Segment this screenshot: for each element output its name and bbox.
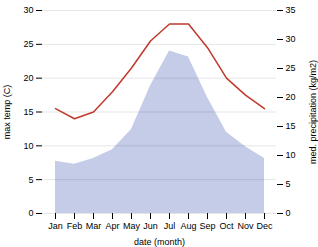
svg-text:30: 30 xyxy=(286,34,296,44)
svg-text:0: 0 xyxy=(28,208,33,218)
svg-text:Jun: Jun xyxy=(143,221,158,231)
svg-text:20: 20 xyxy=(286,92,296,102)
svg-text:May: May xyxy=(123,221,141,231)
svg-text:0: 0 xyxy=(286,208,291,218)
svg-text:5: 5 xyxy=(286,179,291,189)
svg-text:Jul: Jul xyxy=(164,221,176,231)
svg-text:10: 10 xyxy=(286,150,296,160)
svg-text:Aug: Aug xyxy=(180,221,196,231)
svg-text:25: 25 xyxy=(23,39,33,49)
svg-text:35: 35 xyxy=(286,5,296,15)
svg-text:max temp (C): max temp (C) xyxy=(2,85,12,140)
svg-text:20: 20 xyxy=(23,73,33,83)
svg-text:Jan: Jan xyxy=(48,221,63,231)
svg-text:25: 25 xyxy=(286,63,296,73)
svg-text:Oct: Oct xyxy=(219,221,234,231)
svg-text:Feb: Feb xyxy=(67,221,83,231)
svg-text:date (month): date (month) xyxy=(134,237,185,247)
svg-text:15: 15 xyxy=(23,107,33,117)
svg-text:Apr: Apr xyxy=(105,221,119,231)
svg-text:Nov: Nov xyxy=(237,221,254,231)
svg-text:med. precipitation (kg/m2): med. precipitation (kg/m2) xyxy=(308,60,318,164)
svg-text:30: 30 xyxy=(23,5,33,15)
svg-text:10: 10 xyxy=(23,141,33,151)
svg-text:Sep: Sep xyxy=(199,221,215,231)
svg-text:Dec: Dec xyxy=(256,221,273,231)
svg-text:5: 5 xyxy=(28,175,33,185)
svg-text:15: 15 xyxy=(286,121,296,131)
svg-text:Mar: Mar xyxy=(86,221,102,231)
